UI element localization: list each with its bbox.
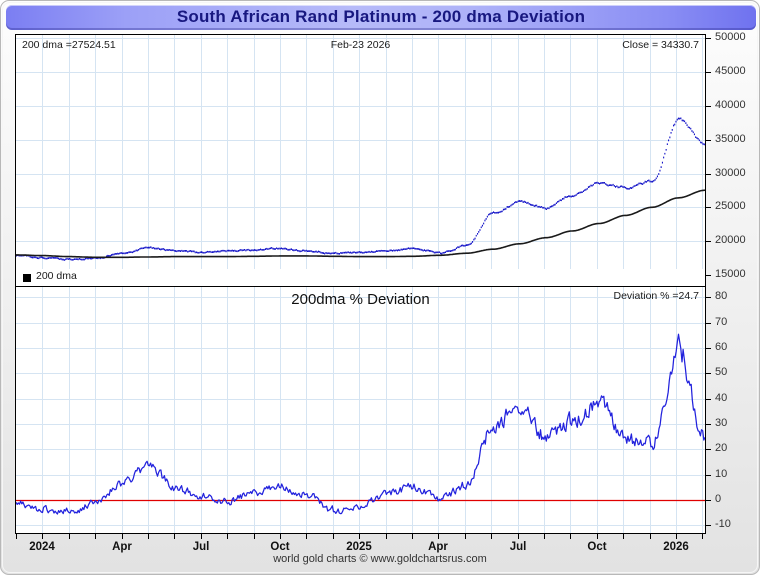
y-axis-label-deviation: 50 bbox=[715, 366, 728, 378]
y-axis-label-price: 25000 bbox=[715, 200, 746, 212]
y-tick-mark bbox=[706, 241, 711, 242]
y-axis-label-price: 45000 bbox=[715, 65, 746, 77]
x-tick-mark bbox=[122, 534, 123, 539]
y-axis-label-deviation: 0 bbox=[715, 493, 722, 505]
x-tick-mark bbox=[438, 534, 439, 539]
y-axis-label-deviation: 30 bbox=[715, 417, 728, 429]
x-tick-mark bbox=[676, 534, 677, 539]
x-tick-mark bbox=[306, 534, 307, 539]
y-tick-mark bbox=[706, 174, 711, 175]
x-axis-label: Jul bbox=[192, 541, 210, 553]
price-plot-area bbox=[16, 35, 705, 285]
y-tick-mark bbox=[706, 449, 711, 450]
footer-credit: world gold charts © www.goldchartsrus.co… bbox=[273, 553, 487, 565]
y-axis-label-deviation: 60 bbox=[715, 341, 728, 353]
x-axis-label: Apr bbox=[112, 541, 132, 553]
y-axis-label-price: 40000 bbox=[715, 99, 746, 111]
x-tick-mark bbox=[570, 534, 571, 539]
x-axis-label: Apr bbox=[428, 541, 448, 553]
deviation-chart-panel: 200dma % Deviation Deviation % =24.7 bbox=[15, 286, 706, 534]
y-tick-mark bbox=[706, 140, 711, 141]
x-tick-mark bbox=[333, 534, 334, 539]
x-tick-mark bbox=[16, 534, 17, 539]
x-axis-label: Oct bbox=[270, 541, 290, 553]
y-axis-label-price: 50000 bbox=[715, 31, 746, 43]
deviation-chart-series bbox=[16, 333, 705, 515]
window-title-bar: South African Rand Platinum - 200 dma De… bbox=[6, 5, 756, 30]
y-tick-mark bbox=[706, 399, 711, 400]
y-tick-mark bbox=[706, 297, 711, 298]
x-tick-mark bbox=[702, 534, 703, 539]
y-axis-label-deviation: 40 bbox=[715, 392, 728, 404]
y-tick-mark bbox=[706, 475, 711, 476]
x-tick-mark bbox=[544, 534, 545, 539]
close-value-label: Close = 34330.7 bbox=[622, 39, 699, 51]
y-tick-mark bbox=[706, 500, 711, 501]
x-tick-mark bbox=[174, 534, 175, 539]
y-tick-mark bbox=[706, 38, 711, 39]
y-tick-mark bbox=[706, 275, 711, 276]
x-tick-mark bbox=[412, 534, 413, 539]
price-chart-gridlines bbox=[16, 35, 705, 285]
x-axis-label: 2025 bbox=[346, 541, 372, 553]
x-tick-mark bbox=[518, 534, 519, 539]
x-tick-mark bbox=[227, 534, 228, 539]
y-axis-label-deviation: -10 bbox=[715, 518, 731, 530]
y-tick-mark bbox=[706, 72, 711, 73]
y-tick-mark bbox=[706, 106, 711, 107]
deviation-chart-gridlines bbox=[16, 287, 705, 533]
y-axis-label-price: 20000 bbox=[715, 234, 746, 246]
x-tick-mark bbox=[42, 534, 43, 539]
price-chart-panel: 200 dma =27524.51 Feb-23 2026 Close = 34… bbox=[15, 34, 706, 286]
deviation-plot-area bbox=[16, 287, 705, 533]
x-tick-mark bbox=[386, 534, 387, 539]
y-axis-label-deviation: 10 bbox=[715, 468, 728, 480]
legend-swatch-icon bbox=[23, 274, 31, 282]
x-tick-mark bbox=[359, 534, 360, 539]
x-tick-mark bbox=[650, 534, 651, 539]
x-tick-mark bbox=[465, 534, 466, 539]
y-tick-mark bbox=[706, 424, 711, 425]
y-tick-mark bbox=[706, 373, 711, 374]
deviation-chart-title: 200dma % Deviation bbox=[291, 291, 430, 308]
deviation-value-label: Deviation % =24.7 bbox=[613, 290, 699, 302]
x-tick-mark bbox=[254, 534, 255, 539]
x-tick-mark bbox=[69, 534, 70, 539]
x-tick-mark bbox=[201, 534, 202, 539]
x-axis-label: 2026 bbox=[663, 541, 689, 553]
x-tick-mark bbox=[491, 534, 492, 539]
chart-legend: 200 dma bbox=[15, 269, 706, 286]
x-tick-mark bbox=[95, 534, 96, 539]
y-axis-label-price: 35000 bbox=[715, 133, 746, 145]
y-tick-mark bbox=[706, 348, 711, 349]
x-tick-mark bbox=[623, 534, 624, 539]
y-tick-mark bbox=[706, 207, 711, 208]
y-tick-mark bbox=[706, 323, 711, 324]
page-title: South African Rand Platinum - 200 dma De… bbox=[176, 7, 586, 26]
price-chart-series bbox=[16, 117, 705, 261]
y-axis-label-deviation: 20 bbox=[715, 442, 728, 454]
y-axis-label-price: 30000 bbox=[715, 167, 746, 179]
y-axis-label-deviation: 80 bbox=[715, 290, 728, 302]
x-tick-mark bbox=[280, 534, 281, 539]
dma-value-label: 200 dma =27524.51 bbox=[22, 39, 116, 51]
legend-label-200dma: 200 dma bbox=[36, 270, 77, 282]
x-tick-mark bbox=[597, 534, 598, 539]
x-tick-mark bbox=[148, 534, 149, 539]
x-axis-label: 2024 bbox=[29, 541, 55, 553]
y-axis-label-deviation: 70 bbox=[715, 316, 728, 328]
y-axis-label-price: 15000 bbox=[715, 268, 746, 280]
date-label: Feb-23 2026 bbox=[330, 39, 391, 51]
x-axis-label: Oct bbox=[587, 541, 607, 553]
y-tick-mark bbox=[706, 525, 711, 526]
x-axis-label: Jul bbox=[509, 541, 527, 553]
